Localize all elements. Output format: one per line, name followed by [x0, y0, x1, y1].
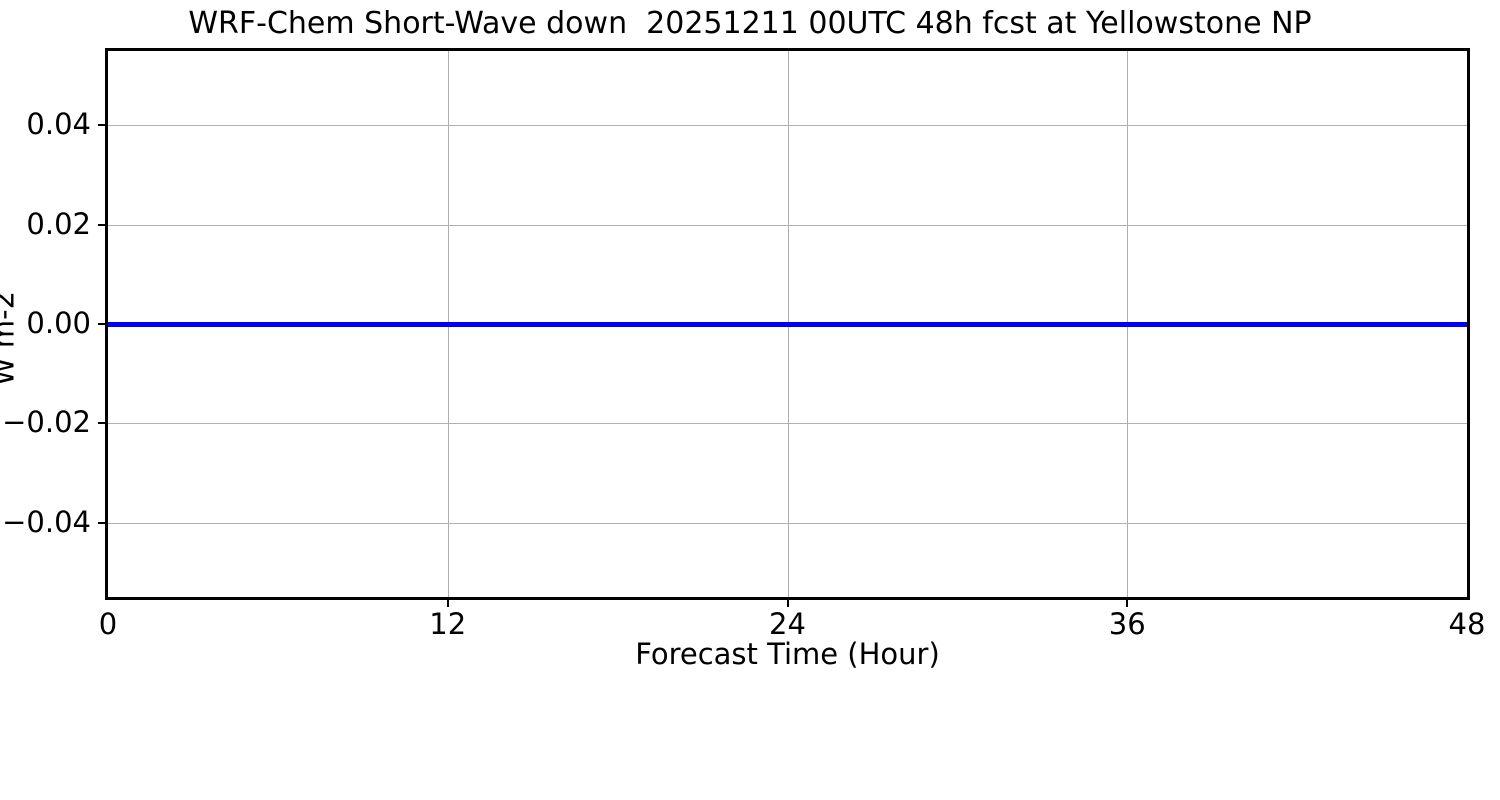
y-tick-mark [98, 323, 105, 325]
x-tick-label: 48 [1448, 607, 1486, 641]
y-tick-mark [98, 422, 105, 425]
gridline-horizontal [108, 125, 1467, 126]
series-segment [645, 321, 676, 327]
series-segment [844, 321, 874, 327]
series-segment [1268, 321, 1299, 327]
series-segment [532, 321, 562, 327]
y-tick-mark [98, 124, 105, 127]
series-segment [164, 321, 194, 327]
series-layer [108, 51, 1467, 597]
series-segment [929, 321, 959, 327]
series-segment [1325, 321, 1355, 327]
series-segment [815, 321, 846, 327]
series-segment [108, 321, 138, 327]
x-tick-label: 12 [429, 607, 467, 641]
y-tick-label: 0.04 [26, 107, 91, 142]
gridline-horizontal [108, 523, 1467, 524]
series-segment [759, 321, 789, 327]
x-tick-label: 24 [769, 607, 806, 641]
series-segment [277, 321, 308, 327]
y-tick-label: −0.04 [2, 504, 91, 539]
gridline-horizontal [108, 423, 1467, 424]
series-segment [1042, 321, 1072, 327]
series-segment [1127, 321, 1157, 327]
series-segment [702, 321, 732, 327]
series-segment [1098, 321, 1129, 327]
y-axis-label: W m-2 [0, 290, 21, 386]
series-segment [872, 321, 902, 327]
series-segment [1382, 321, 1412, 327]
series-segment [136, 321, 166, 327]
series-segment [1240, 321, 1270, 327]
series-segment [1212, 321, 1242, 327]
series-segment [1070, 321, 1100, 327]
series-segment [985, 321, 1015, 327]
series-segment [1353, 321, 1384, 327]
series-segment [306, 321, 336, 327]
series-segment [730, 321, 761, 327]
series-segment [391, 321, 421, 327]
plot-area [105, 48, 1470, 600]
series-segment [900, 321, 931, 327]
series-segment [1014, 321, 1044, 327]
series-segment [1155, 321, 1185, 327]
series-segment [249, 321, 279, 327]
series-segment [362, 321, 393, 327]
x-tick-label: 0 [98, 607, 118, 641]
x-tick-mark [1126, 600, 1129, 607]
series-segment [674, 321, 704, 327]
series-segment [1183, 321, 1214, 327]
series-segment [1297, 321, 1327, 327]
series-segment [787, 321, 817, 327]
y-tick-mark [98, 521, 105, 524]
y-tick-mark [98, 223, 105, 226]
series-segment [192, 321, 223, 327]
series-segment [957, 321, 987, 327]
series-segment [334, 321, 364, 327]
series-segment [221, 321, 251, 327]
x-tick-mark [786, 600, 789, 607]
series-segment [617, 321, 647, 327]
series-segment [504, 321, 534, 327]
series-segment [419, 321, 449, 327]
y-tick-label: 0.00 [26, 306, 91, 340]
series-segment [476, 321, 506, 327]
gridline-horizontal [108, 225, 1467, 226]
series-segment [589, 321, 619, 327]
page-title: WRF-Chem Short-Wave down 20251211 00UTC … [188, 6, 1312, 41]
series-segment [1410, 321, 1440, 327]
series-segment [561, 321, 591, 327]
series-segment [447, 321, 478, 327]
series-segment [1438, 321, 1467, 327]
x-tick-mark [446, 600, 449, 607]
x-axis-label: Forecast Time (Hour) [635, 637, 940, 671]
y-tick-label: 0.02 [26, 206, 91, 241]
x-tick-label: 36 [1108, 607, 1146, 641]
y-tick-label: −0.02 [2, 405, 91, 440]
